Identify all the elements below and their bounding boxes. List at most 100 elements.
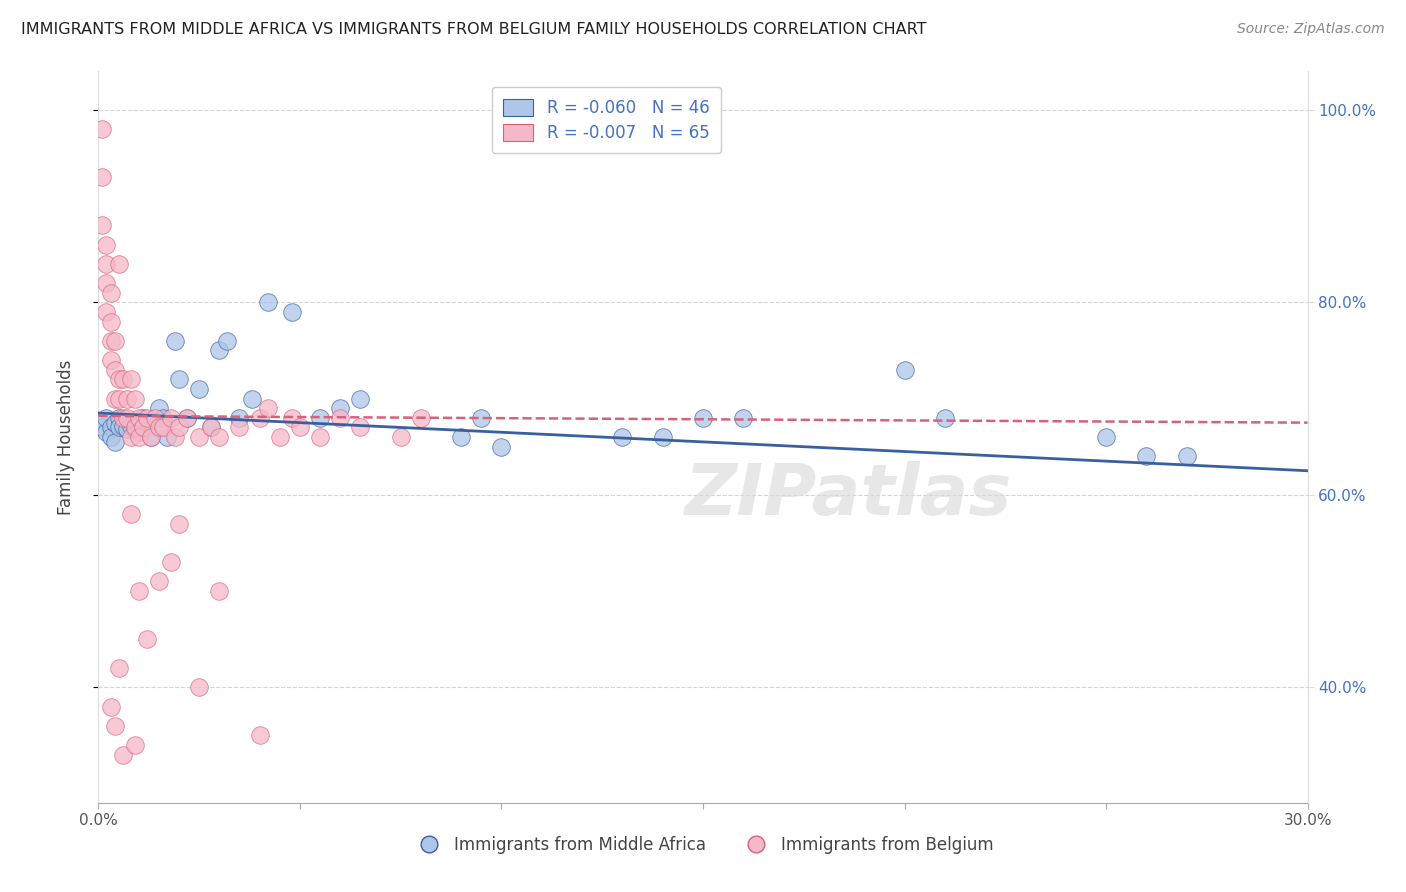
Point (100, 285, 122, 300)
Point (200, 420, 222, 434)
Point (1095, 430, 1118, 444)
Point (228, 410, 250, 425)
Point (111, 418, 134, 433)
Text: Source: ZipAtlas.com: Source: ZipAtlas.com (1237, 22, 1385, 37)
Point (281, 410, 304, 425)
Point (124, 420, 146, 434)
Point (128, 584, 150, 599)
Point (167, 516, 190, 531)
Point (269, 430, 291, 444)
Point (100, 420, 122, 434)
Point (281, 305, 304, 319)
Point (91, 420, 114, 434)
Point (188, 382, 211, 396)
Point (111, 372, 134, 386)
Point (329, 401, 352, 416)
Point (188, 681, 211, 695)
Point (100, 315, 122, 329)
Point (256, 295, 278, 310)
Point (120, 507, 142, 521)
Point (103, 392, 125, 406)
Point (96, 276, 118, 290)
Point (329, 410, 352, 425)
Point (107, 410, 129, 425)
Point (249, 728, 271, 742)
Point (309, 410, 332, 425)
Point (176, 410, 198, 425)
Point (124, 392, 146, 406)
Point (96, 305, 118, 319)
Point (208, 343, 231, 358)
Text: ZIPatlas: ZIPatlas (685, 461, 1012, 530)
Point (96, 257, 118, 271)
Point (188, 430, 211, 444)
Point (349, 420, 371, 434)
Point (651, 430, 673, 444)
Point (103, 334, 125, 348)
Point (160, 555, 183, 569)
Point (100, 430, 122, 444)
Point (135, 632, 157, 647)
Point (111, 747, 134, 762)
Point (128, 430, 150, 444)
Point (103, 719, 125, 733)
Point (135, 420, 157, 434)
Point (152, 420, 174, 434)
Point (91, 219, 114, 233)
Point (111, 410, 134, 425)
Point (115, 410, 138, 425)
Point (148, 420, 170, 434)
Point (160, 410, 183, 425)
Point (107, 257, 129, 271)
Point (135, 410, 157, 425)
Point (256, 401, 278, 416)
Point (103, 362, 125, 376)
Y-axis label: Family Households: Family Households (56, 359, 75, 515)
Legend: Immigrants from Middle Africa, Immigrants from Belgium: Immigrants from Middle Africa, Immigrant… (406, 829, 1000, 860)
Point (91, 122, 114, 136)
Point (139, 430, 162, 444)
Point (1135, 450, 1157, 464)
Point (132, 410, 155, 425)
Point (124, 422, 146, 436)
Point (115, 392, 138, 406)
Point (120, 372, 142, 386)
Point (692, 410, 714, 425)
Point (249, 410, 271, 425)
Point (934, 410, 956, 425)
Point (107, 661, 129, 675)
Point (156, 430, 179, 444)
Point (103, 434, 125, 449)
Point (120, 430, 142, 444)
Point (288, 420, 311, 434)
Point (96, 237, 118, 252)
Point (96, 425, 118, 440)
Point (208, 584, 231, 599)
Point (132, 420, 155, 434)
Point (733, 410, 755, 425)
Point (167, 372, 190, 386)
Point (148, 574, 170, 589)
Point (1175, 450, 1198, 464)
Text: IMMIGRANTS FROM MIDDLE AFRICA VS IMMIGRANTS FROM BELGIUM FAMILY HOUSEHOLDS CORRE: IMMIGRANTS FROM MIDDLE AFRICA VS IMMIGRA… (21, 22, 927, 37)
Point (100, 334, 122, 348)
Point (100, 699, 122, 714)
Point (349, 392, 371, 406)
Point (143, 410, 166, 425)
Point (612, 430, 634, 444)
Point (217, 334, 239, 348)
Point (409, 410, 432, 425)
Point (115, 422, 138, 436)
Point (309, 430, 332, 444)
Point (96, 410, 118, 425)
Point (208, 430, 231, 444)
Point (139, 430, 162, 444)
Point (389, 430, 412, 444)
Point (107, 392, 129, 406)
Point (167, 420, 190, 434)
Point (128, 425, 150, 440)
Point (470, 410, 492, 425)
Point (100, 353, 122, 368)
Point (491, 440, 513, 454)
Point (152, 410, 174, 425)
